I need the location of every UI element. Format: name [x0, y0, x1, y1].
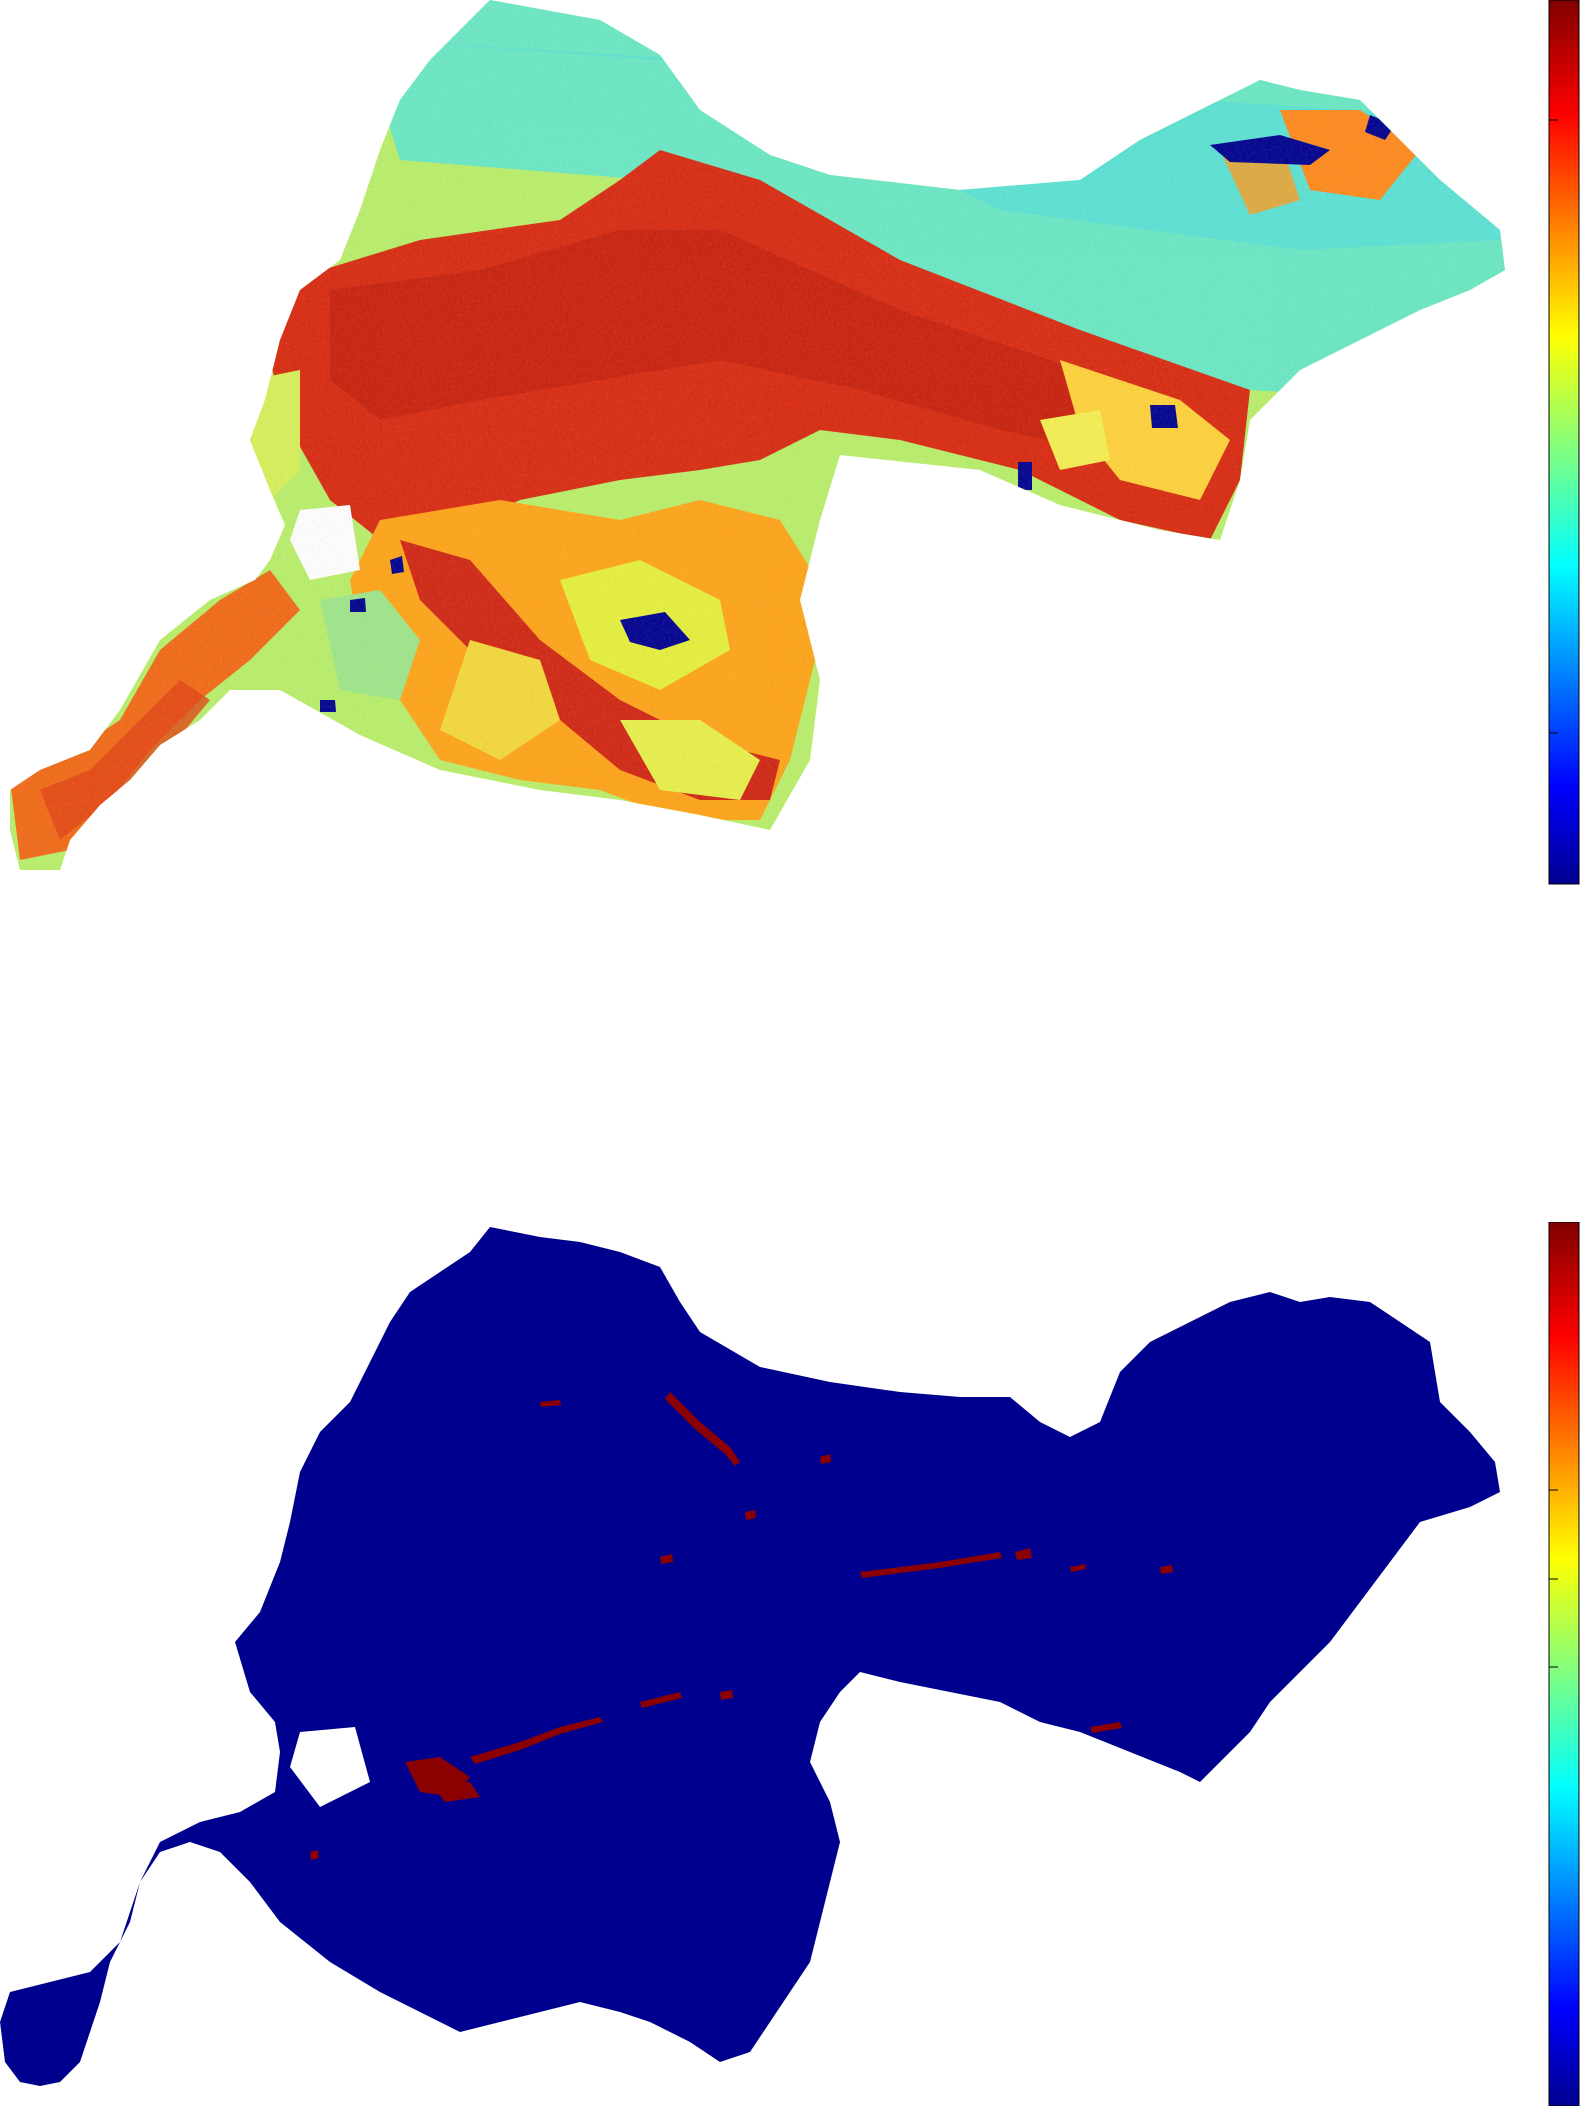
colorbar-top-gradient [1548, 0, 1580, 885]
map-bottom-svg [0, 1222, 1580, 2106]
map-panel-top [0, 0, 1584, 890]
map-bottom-gap [290, 1727, 370, 1807]
colorbar-bottom [1548, 1222, 1580, 2106]
map-panel-bottom [0, 1222, 1584, 2106]
map-top-raster [10, 0, 1505, 870]
map-top-svg [10, 0, 1580, 885]
colorbar-bottom-gradient [1548, 1222, 1580, 2106]
colorbar-top [1548, 0, 1580, 885]
map-bottom-highlights [310, 1392, 1173, 1860]
map-bottom-watershed [0, 1227, 1500, 2086]
